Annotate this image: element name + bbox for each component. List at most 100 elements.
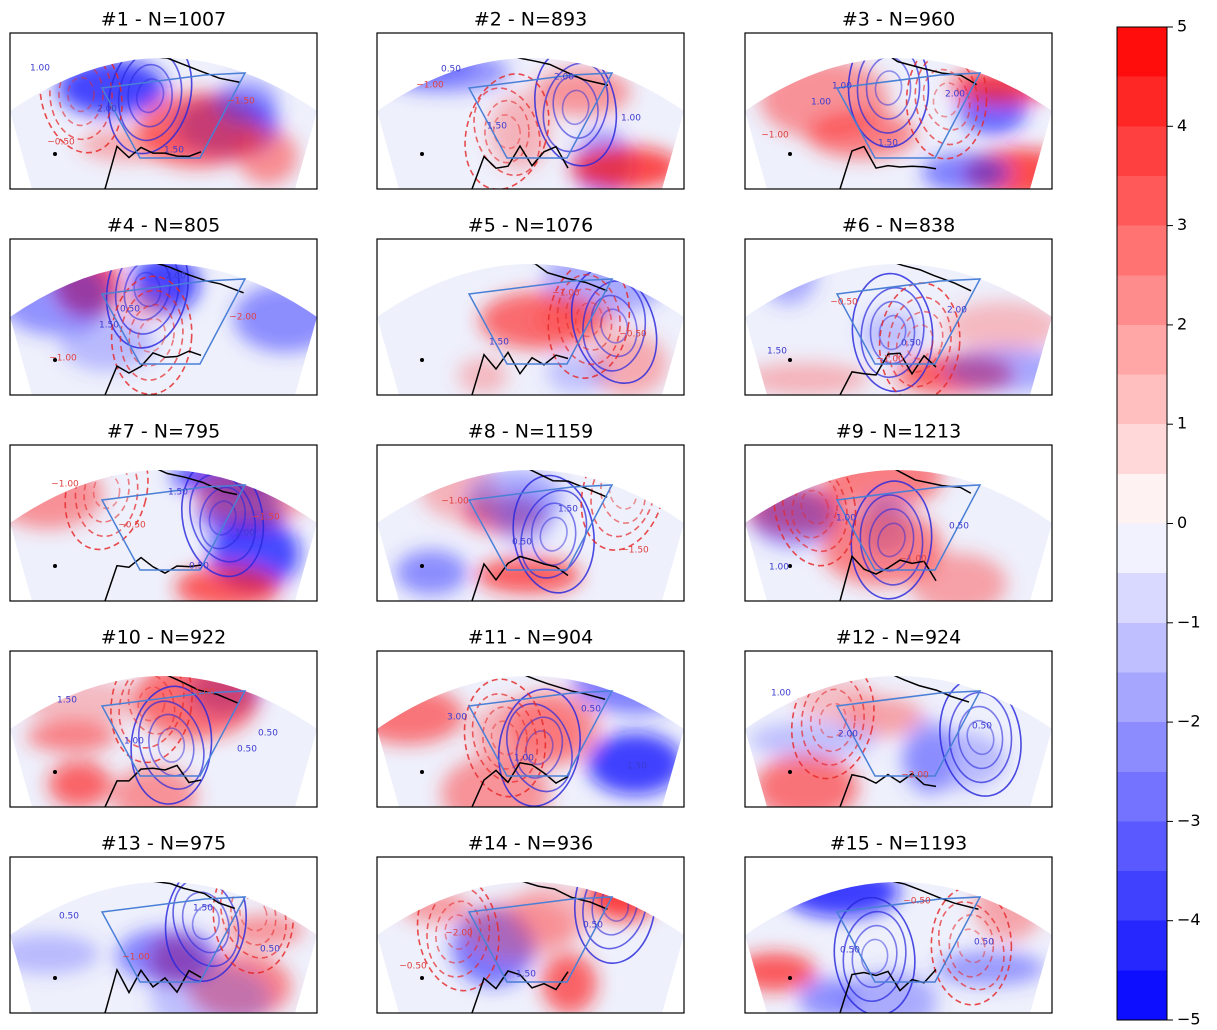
map-panel: −2.001.500.50−0.50	[377, 842, 684, 1014]
panel-title: #2 - N=893	[474, 9, 587, 31]
anomaly-blob	[570, 146, 681, 190]
contour-label: −1.00	[552, 289, 580, 299]
anomaly-blob	[26, 721, 117, 752]
contour-label: −0.50	[118, 521, 146, 531]
anomaly-blob	[935, 951, 1044, 986]
map-panel: 1.00 1.50 2.00 −1.00 1.00	[745, 29, 1076, 199]
colorbar-tick-label: 4	[1177, 116, 1187, 135]
contour-label: 0.50	[237, 745, 257, 755]
island	[788, 152, 792, 156]
anomaly-blob	[754, 754, 858, 820]
contour-label: 2.00	[554, 73, 574, 83]
map-field	[0, 224, 337, 396]
panel-title: #12 - N=924	[836, 627, 961, 649]
map-field	[10, 28, 317, 189]
panel-title: #1 - N=1007	[101, 9, 226, 31]
contour-label: 1.50	[516, 970, 536, 980]
contour-label: 1.50	[627, 762, 647, 772]
map-field	[745, 442, 1052, 614]
map-field	[0, 854, 317, 1030]
figure: #1 - N=10071.002.001.50−1.50−0.50#2 - N=…	[0, 0, 1217, 1030]
contour-label: 0.50	[840, 946, 860, 956]
contour-label: 0.50	[974, 938, 994, 948]
contour-label: 1.50	[168, 488, 188, 498]
contour-label: 1.00	[621, 114, 641, 124]
contour-label: 2.00	[945, 90, 965, 100]
contour-label: 1.50	[558, 505, 578, 515]
contour-label: 3.00	[447, 713, 467, 723]
island	[53, 564, 57, 568]
contour-label: −1.00	[441, 497, 469, 507]
colorbar-tick-label: −2	[1177, 712, 1201, 731]
colorbar-tick-label: 0	[1177, 513, 1187, 532]
map-panel: 0.501.501.00−1.000.50	[10, 639, 317, 824]
contour-label: −1.00	[761, 131, 789, 141]
contour-label: −2.00	[445, 929, 473, 939]
contour-label: 0.50	[120, 305, 140, 315]
contour-label: −1.00	[876, 355, 904, 365]
contour-label: 1.50	[878, 139, 898, 149]
contour-label: 1.00	[771, 689, 791, 699]
panel-title: #5 - N=1076	[468, 215, 593, 237]
map-field	[353, 651, 699, 833]
anomaly-blob	[784, 866, 900, 917]
contour-label: −1.00	[51, 480, 79, 490]
contour-label: −0.50	[399, 962, 427, 972]
contour-label: 1.00	[811, 98, 831, 108]
contour-label: −2.00	[901, 771, 929, 781]
contour-label: −1.00	[187, 688, 215, 698]
map-panel: 0.50−1.001.500.50	[0, 854, 317, 1030]
contour-label: −1.00	[49, 354, 77, 364]
map-panel: 0.501.001.00−1.00	[745, 442, 1052, 614]
anomaly-blob	[749, 721, 877, 759]
panel-title: #14 - N=936	[468, 833, 593, 855]
anomaly-blob	[376, 42, 475, 84]
contour-label: 1.50	[99, 321, 119, 331]
map-panel: 1.002.001.50−1.50−0.50	[10, 28, 317, 189]
anomaly-blob	[48, 761, 111, 808]
anomaly-blob	[441, 755, 550, 832]
contour-label: −1.50	[621, 546, 649, 556]
island	[788, 976, 792, 980]
contour-label: 2.00	[838, 730, 858, 740]
anomaly-blob	[0, 934, 99, 974]
anomaly-blob	[588, 865, 659, 920]
map-field	[377, 425, 684, 601]
map-panel: 1.503.001.000.50	[353, 651, 699, 833]
colorbar-tick-label: 2	[1177, 314, 1187, 333]
colorbar-tick-label: −4	[1177, 910, 1201, 929]
contour-label: 1.00	[832, 82, 852, 92]
map-panel: 1.00 2.00 −2.00 0.50	[745, 651, 1052, 821]
contour-label: 1.50	[193, 904, 213, 914]
panel-title: #13 - N=975	[101, 833, 226, 855]
map-field	[377, 239, 684, 396]
contour-label: 1.50	[767, 347, 787, 357]
colorbar-tick-label: −1	[1177, 612, 1201, 631]
contour-label: 2.00	[947, 306, 967, 316]
colorbar	[1117, 27, 1167, 1020]
panel-title: #6 - N=838	[842, 215, 955, 237]
panel-title: #9 - N=1213	[836, 421, 961, 443]
contour-label: 1.00	[769, 563, 789, 573]
contour-label: −2.00	[229, 313, 257, 323]
contour-label: −0.50	[903, 897, 931, 907]
contour-label: 1.50	[57, 696, 77, 706]
map-field	[377, 842, 684, 1014]
anomaly-blob	[542, 953, 598, 1014]
panel-title: #7 - N=795	[107, 421, 220, 443]
contour-label: 0.50	[441, 65, 461, 75]
contour-label: 0.50	[972, 722, 992, 732]
contour-label: −0.50	[830, 298, 858, 308]
panel-title: #11 - N=904	[468, 627, 593, 649]
contour-label: 1.50	[487, 122, 507, 132]
contour-label: 1.00	[124, 737, 144, 747]
panel-title: #15 - N=1193	[830, 833, 968, 855]
contour-label: 0.50	[581, 705, 601, 715]
contour-label: 0.50	[59, 912, 79, 922]
colorbar-tick-label: 1	[1177, 414, 1187, 433]
contour-label: −1.00	[122, 953, 150, 963]
island	[420, 976, 424, 980]
island	[788, 770, 792, 774]
contour-label: 0.50	[512, 538, 532, 548]
contour-label: −1.00	[416, 81, 444, 91]
